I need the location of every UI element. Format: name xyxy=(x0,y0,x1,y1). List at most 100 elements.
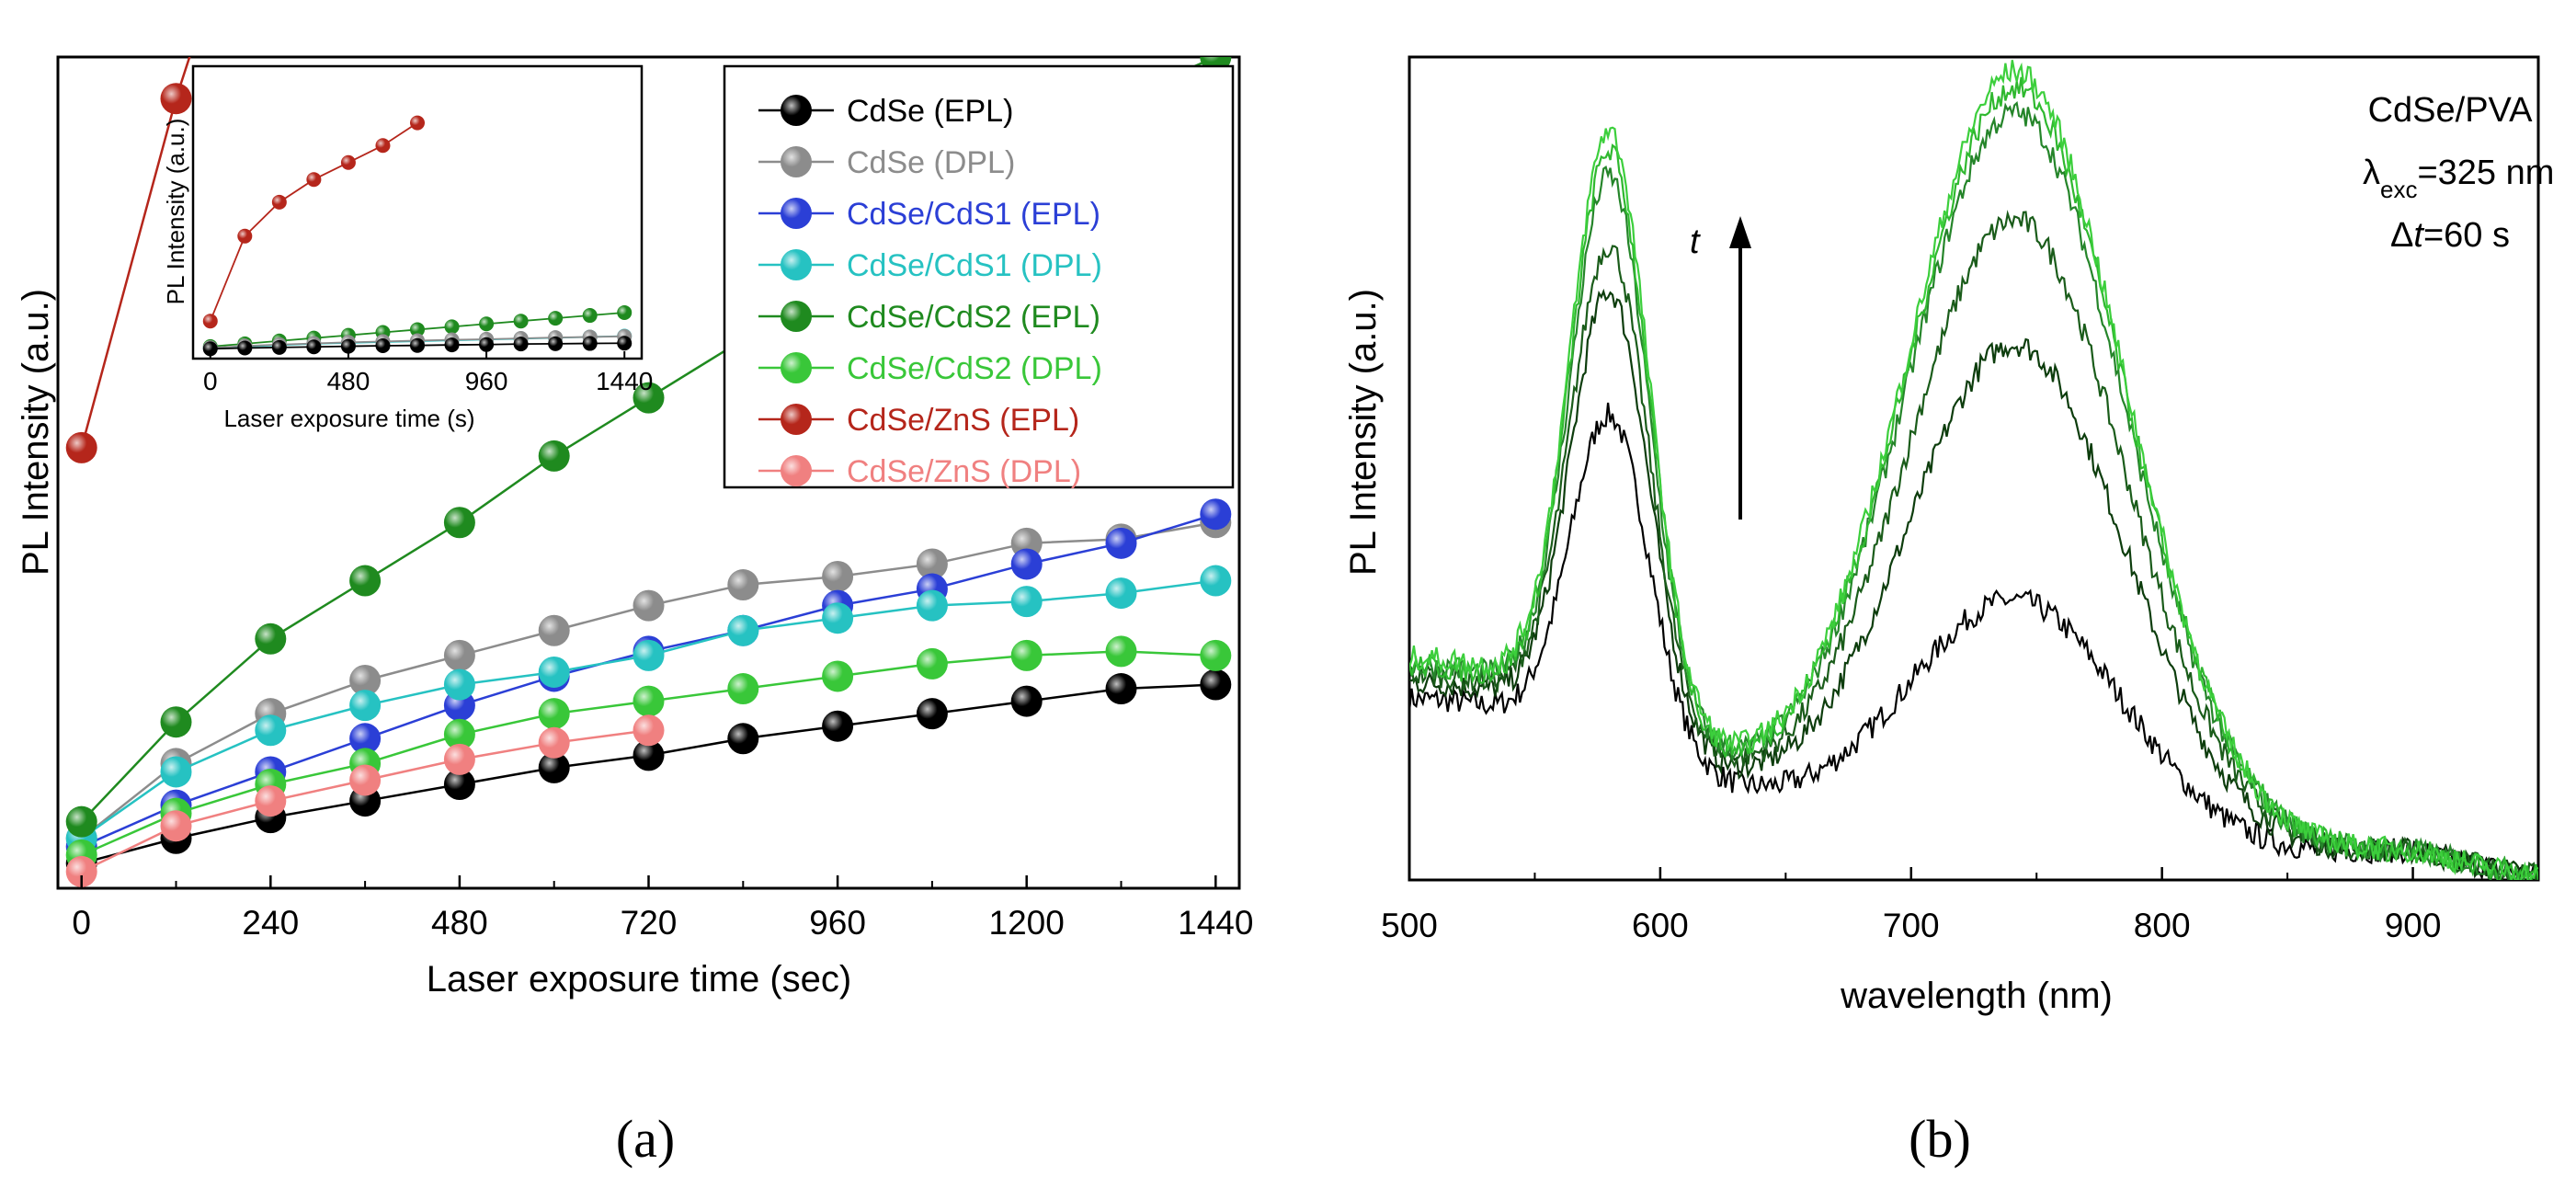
panel-a-data-point xyxy=(538,726,570,759)
inset-data-point xyxy=(582,308,598,324)
panel-a-series-line-2 xyxy=(81,513,1216,848)
panel-b-x-tick-label: 800 xyxy=(2134,907,2191,944)
panel-a-data-point xyxy=(727,614,759,646)
panel-a-data-point xyxy=(255,785,287,817)
panel-a-data-point xyxy=(822,561,854,592)
inset-data-point xyxy=(548,336,564,351)
panel-a-data-point xyxy=(822,660,854,692)
inset-data-point xyxy=(410,115,425,131)
panel-a-data-point xyxy=(633,589,665,622)
time-arrow-head xyxy=(1729,216,1751,248)
inset-data-point xyxy=(340,154,356,170)
panel-a-x-tick-label: 1200 xyxy=(989,904,1065,942)
panel-a-data-point xyxy=(916,589,948,622)
delta-value: =60 s xyxy=(2423,216,2510,255)
legend-marker xyxy=(781,146,812,177)
panel-a-data-point xyxy=(443,769,475,800)
panel-a-data-point xyxy=(1200,639,1232,671)
delta-variable: t xyxy=(2413,216,2424,255)
panel-a-plot: 0 240 480 720 960 1200 1440 Laser exposure tim… xyxy=(16,55,1253,1000)
inset-data-point xyxy=(548,311,564,326)
panel-a-data-point xyxy=(255,714,287,747)
inset-y-axis-label: PL Intensity (a.u.) xyxy=(162,119,189,305)
panel-a-data-point xyxy=(1200,565,1232,597)
sample-annotation: CdSe/PVA xyxy=(2368,91,2533,130)
spectrum-line-2 xyxy=(1409,210,2537,880)
inset-x-axis-label: Laser exposure time (s) xyxy=(223,405,474,432)
panel-a-data-point xyxy=(1010,548,1043,580)
panel-a-data-point xyxy=(160,756,192,788)
panel-a-x-tick-label: 480 xyxy=(431,904,488,942)
inset-data-point xyxy=(444,337,460,353)
panel-a-x-tick-label: 720 xyxy=(621,904,678,942)
panel-a-data-point xyxy=(349,764,382,796)
panel-a-data-point xyxy=(160,706,192,738)
inset-data-point xyxy=(237,340,253,356)
panel-b-x-tick-label: 600 xyxy=(1632,907,1689,944)
inset-x-tick-label: 960 xyxy=(465,367,508,395)
panel-a-data-point xyxy=(633,382,665,414)
panel-b-x-axis-label: wavelength (nm) xyxy=(1840,976,2113,1016)
inset-data-point xyxy=(306,339,322,355)
panel-b-x-tick-label: 700 xyxy=(1883,907,1940,944)
lambda-subscript: exc xyxy=(2380,176,2417,203)
panel-a-data-point xyxy=(822,710,854,742)
panel-a-data-point xyxy=(727,673,759,705)
excitation-annotation: λexc=325 nm xyxy=(2363,154,2554,203)
inset-data-point xyxy=(479,337,495,352)
panel-a-data-point xyxy=(538,751,570,783)
panel-a-data-point xyxy=(538,614,570,646)
legend-label: CdSe/CdS1 (EPL) xyxy=(847,197,1100,232)
lambda-value: =325 nm xyxy=(2417,154,2554,192)
panel-a-data-point xyxy=(1010,586,1043,618)
panel-a-data-point xyxy=(443,743,475,775)
panel-a-data-point xyxy=(255,623,287,655)
inset-data-point xyxy=(513,337,529,352)
panel-a-data-point xyxy=(1010,639,1043,671)
inset-x-tick-label: 480 xyxy=(327,367,370,395)
panel-a-data-point xyxy=(727,723,759,755)
panel-a-data-point xyxy=(443,507,475,539)
panel-b-x-tick-label: 900 xyxy=(2385,907,2442,944)
panel-a-inset: 0 480 960 1440 Laser exposure time (s) PL I… xyxy=(162,64,653,432)
panel-a-data-point xyxy=(1105,673,1137,705)
legend-marker xyxy=(781,198,812,229)
inset-data-point xyxy=(617,304,633,320)
panel-a-data-point xyxy=(443,718,475,750)
panel-b-plot: 500 600 700 800 900 wavelength (nm) PL Inten… xyxy=(1343,55,2554,1016)
legend-label: CdSe/CdS1 (DPL) xyxy=(847,248,1102,283)
panel-a-data-point xyxy=(1010,685,1043,717)
panel-a-data-point xyxy=(633,639,665,671)
inset-data-point xyxy=(410,337,425,353)
panel-a-data-point xyxy=(633,714,665,747)
panel-a-data-point xyxy=(349,565,382,597)
panel-a-data-point xyxy=(727,569,759,601)
panel-a-data-point xyxy=(822,602,854,634)
panel-a-data-point xyxy=(538,698,570,730)
legend-marker xyxy=(781,249,812,280)
panel-a-data-point xyxy=(160,83,192,115)
panel-a-data-point xyxy=(65,431,97,463)
inset-data-point xyxy=(375,138,391,154)
panel-a-x-tick-label: 960 xyxy=(809,904,866,942)
legend-marker xyxy=(781,95,812,126)
inset-data-point xyxy=(340,338,356,354)
panel-b-frame xyxy=(1408,55,2540,882)
inset-data-point xyxy=(202,341,218,357)
panel-a-data-point xyxy=(443,668,475,701)
panel-a-data-point xyxy=(443,639,475,671)
inset-x-tick-label: 1440 xyxy=(596,367,653,395)
inset-data-point xyxy=(202,314,218,329)
panel-a-data-point xyxy=(349,665,382,696)
inset-data-point xyxy=(617,336,633,351)
inset-data-point xyxy=(444,319,460,335)
panel-a-x-tick-label: 240 xyxy=(242,904,299,942)
panel-a-legend: CdSe (EPL) CdSe (DPL) CdSe/CdS1 (EPL) CdSe/… xyxy=(723,64,1235,489)
inset-data-point xyxy=(410,322,425,337)
panel-a-data-point xyxy=(65,855,97,887)
spectrum-line-1 xyxy=(1409,288,2538,880)
inset-data-point xyxy=(237,228,253,244)
legend-label: CdSe/CdS2 (DPL) xyxy=(847,351,1102,386)
panel-a-data-point xyxy=(1200,668,1232,701)
inset-x-tick-label: 0 xyxy=(203,367,218,395)
